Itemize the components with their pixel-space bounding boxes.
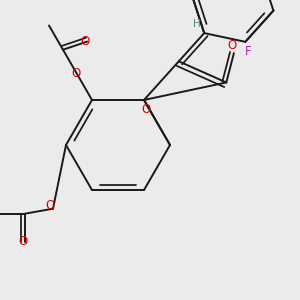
Text: O: O (141, 103, 151, 116)
Text: O: O (71, 67, 81, 80)
Text: O: O (18, 235, 28, 248)
Text: F: F (245, 45, 252, 58)
Text: O: O (80, 35, 90, 48)
Text: O: O (45, 199, 55, 212)
Text: O: O (227, 38, 237, 52)
Text: H: H (193, 19, 200, 28)
